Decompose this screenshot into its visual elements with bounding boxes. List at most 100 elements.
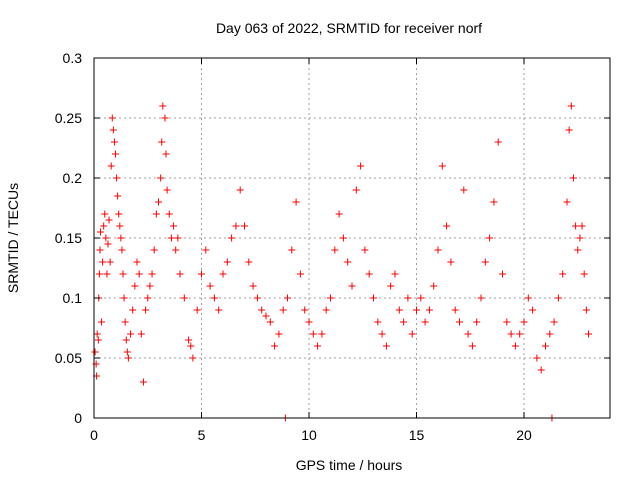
data-point <box>131 282 139 290</box>
data-point <box>542 342 549 350</box>
data-point <box>361 246 369 254</box>
data-point <box>585 330 592 338</box>
data-point <box>344 258 352 266</box>
x-axis-label: GPS time / hours <box>296 457 403 473</box>
data-point <box>301 306 309 314</box>
data-point <box>165 210 173 218</box>
data-point <box>215 306 223 314</box>
data-point <box>174 234 182 242</box>
y-axis-label: SRMTID / TECUs <box>5 183 21 293</box>
data-point <box>121 318 129 326</box>
data-point <box>578 222 586 230</box>
data-point <box>292 198 300 206</box>
data-point <box>133 258 141 266</box>
data-point <box>137 330 145 338</box>
data-point <box>533 354 541 362</box>
data-point <box>98 318 106 326</box>
data-point <box>112 150 119 158</box>
data-point <box>438 162 446 170</box>
data-point <box>262 312 270 320</box>
data-point <box>296 270 304 278</box>
data-point <box>468 342 476 350</box>
y-tick-label: 0.2 <box>63 170 83 186</box>
data-point <box>152 210 160 218</box>
data-point <box>395 306 403 314</box>
data-point <box>284 294 291 302</box>
data-point <box>155 198 162 206</box>
data-point <box>94 336 102 344</box>
data-point <box>105 216 113 224</box>
data-point <box>322 306 330 314</box>
data-point <box>146 282 154 290</box>
data-point <box>167 234 175 242</box>
data-point <box>580 270 588 278</box>
data-point <box>421 318 429 326</box>
data-point <box>127 330 135 338</box>
data-point <box>161 114 169 122</box>
data-point <box>430 282 438 290</box>
axis-ticks: 0 5 10 15 20 0 0.05 0.1 0.15 0.2 0.25 0.3 <box>55 50 610 443</box>
data-point <box>148 270 156 278</box>
data-point <box>576 234 584 242</box>
data-point <box>95 270 103 278</box>
data-point <box>378 330 386 338</box>
x-tick-label: 20 <box>516 427 532 443</box>
data-point <box>187 342 195 350</box>
data-point <box>443 222 451 230</box>
y-tick-label: 0.15 <box>55 230 82 246</box>
data-point <box>331 246 339 254</box>
data-point <box>387 282 395 290</box>
data-point <box>114 192 122 200</box>
data-point <box>96 246 104 254</box>
data-point <box>348 282 356 290</box>
data-point <box>567 102 575 110</box>
data-point <box>574 246 582 254</box>
data-point <box>425 306 433 314</box>
x-tick-label: 10 <box>301 427 317 443</box>
data-point <box>314 342 322 350</box>
data-point <box>434 246 442 254</box>
data-point <box>490 198 498 206</box>
data-point <box>180 294 188 302</box>
data-point <box>408 330 416 338</box>
data-point <box>107 162 115 170</box>
data-point <box>546 330 554 338</box>
data-point <box>266 318 274 326</box>
data-point <box>456 318 463 326</box>
data-point <box>275 330 283 338</box>
y-tick-label: 0.25 <box>55 110 82 126</box>
data-point <box>582 306 590 314</box>
data-point <box>565 126 573 134</box>
data-point <box>162 150 170 158</box>
data-point <box>206 282 214 290</box>
data-point <box>569 174 577 182</box>
data-point <box>464 330 472 338</box>
data-point <box>96 228 104 236</box>
data-point <box>477 294 485 302</box>
data-point <box>460 186 468 194</box>
data-point <box>516 330 524 338</box>
data-point <box>124 354 132 362</box>
data-point <box>170 222 178 230</box>
data-point <box>232 222 240 230</box>
data-point <box>279 306 287 314</box>
data-point <box>550 318 558 326</box>
data-point <box>120 294 128 302</box>
data-point <box>144 294 152 302</box>
data-point <box>129 306 137 314</box>
data-point <box>142 306 150 314</box>
data-point <box>113 174 121 182</box>
data-point <box>241 222 248 230</box>
data-point <box>123 348 131 356</box>
data-point <box>139 378 147 386</box>
y-tick-label: 0.05 <box>55 350 82 366</box>
data-point <box>400 318 408 326</box>
data-point <box>554 294 562 302</box>
data-point <box>507 330 515 338</box>
data-point <box>185 336 193 344</box>
data-point <box>529 306 537 314</box>
data-point <box>572 222 580 230</box>
data-point <box>417 294 425 302</box>
x-tick-label: 0 <box>90 427 98 443</box>
